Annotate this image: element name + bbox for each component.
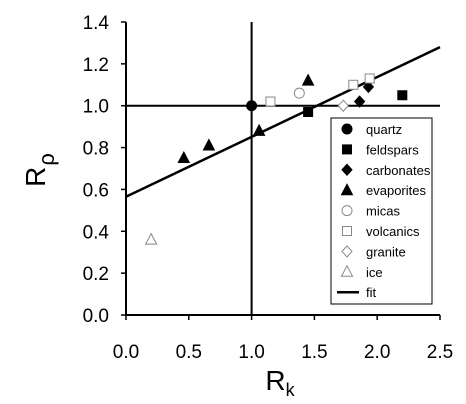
- legend-swatch-feldspars: [342, 144, 352, 155]
- legend-label-feldspars: feldspars: [366, 142, 419, 157]
- legend-swatch-volcanics: [342, 226, 352, 236]
- data-point-carbonates: [362, 80, 375, 94]
- data-point-volcanics: [364, 73, 375, 84]
- data-point-evaporites: [301, 73, 315, 86]
- x-tick-label: 0.5: [176, 342, 202, 363]
- data-point-ice: [144, 232, 158, 245]
- data-points: [144, 73, 408, 245]
- legend-swatch-micas: [341, 205, 353, 217]
- y-tick-label: 1.0: [83, 97, 109, 118]
- data-point-evaporites: [202, 138, 216, 151]
- x-axis-title: Rk: [265, 365, 295, 400]
- data-point-feldspars: [303, 106, 314, 117]
- data-point-evaporites: [177, 150, 191, 164]
- legend-swatch-quartz: [341, 123, 353, 135]
- legend-label-volcanics: volcanics: [366, 224, 420, 239]
- data-point-feldspars: [397, 90, 408, 101]
- x-tick-label: 0.0: [113, 342, 139, 363]
- x-tick-label: 1.0: [238, 342, 264, 363]
- legend-label-fit: fit: [366, 285, 377, 300]
- legend: quartz feldspars carbonates evaporites micas…: [330, 117, 433, 305]
- y-tick-label: 0.4: [83, 222, 110, 243]
- fit-line: [125, 45, 441, 198]
- legend-label-granite: granite: [366, 244, 406, 259]
- data-point-volcanics: [265, 96, 276, 107]
- legend-swatch-carbonates: [341, 163, 353, 177]
- tick-labels: 0.0 0.5 1.0 1.5 2.0 2.5 0.0 0.2 0.4 0.6 0.8 1.0 1.2 1…: [83, 13, 454, 363]
- legend-label-quartz: quartz: [366, 122, 402, 137]
- legend-swatch-evaporites: [340, 183, 354, 196]
- legend-label-carbonates: carbonates: [366, 163, 431, 178]
- legend-label-micas: micas: [366, 204, 400, 219]
- data-point-carbonates: [353, 95, 366, 108]
- axes: [121, 21, 441, 320]
- legend-swatch-ice: [340, 264, 354, 277]
- fit-line-layer: [125, 45, 441, 198]
- y-tick-label: 0.8: [83, 139, 109, 160]
- data-point-quartz: [246, 100, 258, 112]
- y-tick-label: 1.2: [83, 55, 109, 76]
- data-point-granite: [337, 99, 349, 112]
- y-axis-title: Rρ: [20, 153, 59, 187]
- x-tick-label: 2.5: [427, 342, 453, 363]
- data-point-evaporites: [252, 123, 266, 136]
- y-tick-label: 0.0: [83, 306, 109, 327]
- y-tick-label: 0.2: [83, 264, 109, 285]
- y-tick-label: 1.4: [83, 13, 110, 34]
- reference-lines: [126, 22, 440, 315]
- legend-swatch-granite: [341, 245, 353, 258]
- legend-label-ice: ice: [366, 265, 383, 280]
- y-tick-label: 0.6: [83, 180, 109, 201]
- x-tick-label: 2.0: [364, 342, 390, 363]
- legend-label-evaporites: evaporites: [366, 183, 426, 198]
- data-point-volcanics: [348, 79, 359, 90]
- data-point-micas: [293, 87, 305, 99]
- x-tick-label: 1.5: [301, 342, 327, 363]
